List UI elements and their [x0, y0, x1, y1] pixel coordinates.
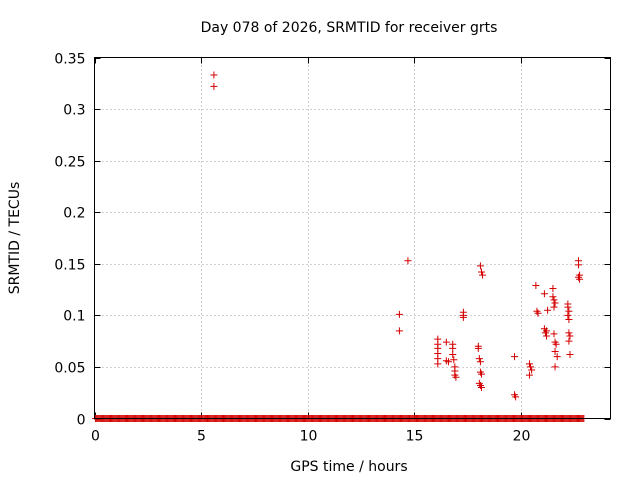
- data-point: [565, 329, 573, 337]
- data-point: [565, 315, 573, 323]
- y-tick-label: 0.25: [54, 155, 85, 171]
- data-point: [566, 332, 574, 340]
- x-tick-labels: 0 5 10 15 20: [91, 429, 530, 445]
- y-tick-label: 0.1: [63, 309, 85, 325]
- data-points: [92, 71, 588, 422]
- x-tick-label: 20: [513, 429, 531, 445]
- data-point: [564, 303, 572, 311]
- y-axis-label: SRMTID / TECUs: [7, 182, 23, 295]
- y-tick-labels: 0 0.05 0.1 0.15 0.2 0.25 0.3 0.35: [54, 52, 85, 429]
- data-point: [210, 71, 218, 79]
- data-point: [478, 370, 485, 378]
- y-tick-label: 0: [77, 413, 86, 429]
- data-point: [551, 299, 559, 307]
- data-point: [475, 355, 483, 363]
- data-point: [566, 351, 574, 359]
- data-point: [512, 393, 520, 401]
- data-point: [442, 338, 450, 346]
- y-tick-label: 0.35: [54, 52, 85, 68]
- data-point: [525, 360, 533, 368]
- data-point: [576, 275, 584, 283]
- data-point: [449, 344, 457, 352]
- data-point: [452, 373, 460, 381]
- data-point: [550, 303, 558, 311]
- y-tick-label: 0.05: [54, 361, 85, 377]
- data-point: [449, 351, 457, 359]
- data-point: [549, 285, 557, 293]
- y-tick-label: 0.3: [63, 103, 85, 119]
- data-point: [551, 347, 559, 355]
- data-point: [395, 310, 403, 318]
- data-point: [525, 371, 533, 379]
- x-tick-label: 15: [406, 429, 424, 445]
- data-point: [540, 290, 548, 298]
- data-point: [564, 311, 572, 319]
- x-tick-label: 10: [300, 429, 318, 445]
- data-point: [549, 293, 557, 301]
- data-point: [543, 332, 551, 340]
- data-point: [478, 384, 485, 392]
- data-point: [476, 358, 484, 366]
- chart-title: Day 078 of 2026, SRMTID for receiver grt…: [201, 20, 498, 36]
- data-point: [527, 363, 535, 371]
- data-point: [544, 306, 552, 314]
- grid-lines: [94, 57, 611, 419]
- data-point: [479, 271, 487, 279]
- data-point: [575, 261, 583, 269]
- x-tick-label: 5: [197, 429, 206, 445]
- data-point: [434, 360, 442, 368]
- data-point: [395, 327, 403, 335]
- data-point: [565, 337, 573, 345]
- data-point: [404, 257, 412, 265]
- data-point: [459, 313, 467, 321]
- y-tick-label: 0.15: [54, 258, 85, 274]
- data-point: [476, 262, 484, 270]
- data-point: [532, 281, 540, 289]
- x-axis-label: GPS time / hours: [290, 459, 407, 475]
- data-point: [553, 353, 561, 361]
- data-point: [474, 344, 482, 352]
- plot-frame: [94, 57, 611, 419]
- data-point: [550, 296, 558, 304]
- x-tick-label: 0: [91, 429, 100, 445]
- data-point: [550, 330, 558, 338]
- data-point: [478, 268, 485, 276]
- y-tick-label: 0.2: [63, 206, 85, 222]
- axis-ticks: [94, 57, 611, 420]
- data-point: [552, 340, 560, 348]
- data-point: [534, 309, 542, 317]
- data-point: [528, 366, 536, 374]
- data-point: [551, 363, 559, 371]
- data-point: [444, 358, 452, 366]
- data-point: [511, 353, 519, 361]
- data-point: [450, 356, 458, 364]
- data-point: [210, 82, 218, 90]
- data-point: [565, 307, 573, 315]
